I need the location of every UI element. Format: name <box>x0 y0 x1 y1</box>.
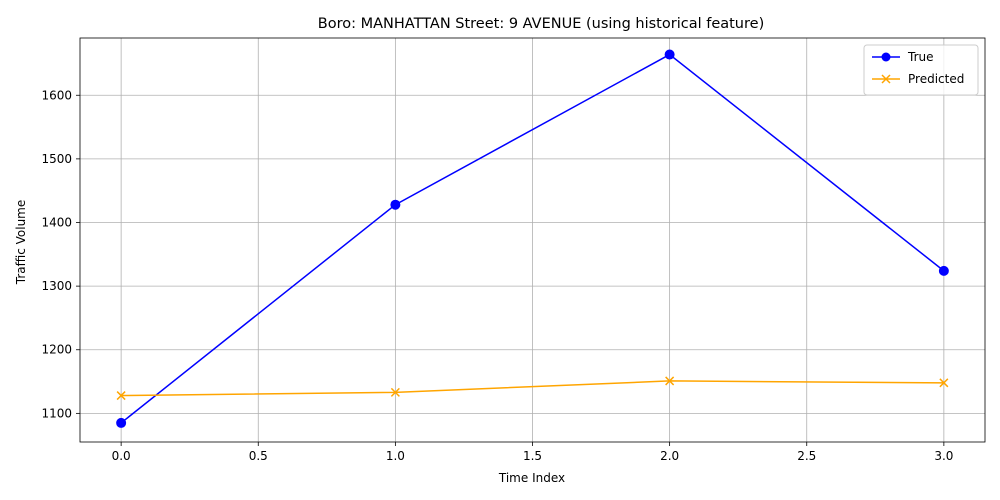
x-marker-stroke <box>939 378 949 388</box>
data-point-true <box>116 417 127 428</box>
x-tick-label: 3.0 <box>934 449 953 463</box>
x-marker-stroke <box>116 391 126 401</box>
series-layer <box>116 49 949 428</box>
legend-label-predicted: Predicted <box>908 72 964 86</box>
x-tick-label: 2.0 <box>660 449 679 463</box>
data-point-predicted <box>665 376 675 386</box>
grid-lines <box>80 38 985 442</box>
y-tick-label: 1400 <box>41 216 72 230</box>
x-tick-label: 0.5 <box>249 449 268 463</box>
x-marker-stroke <box>390 387 400 397</box>
y-tick-label: 1300 <box>41 279 72 293</box>
data-point-true <box>938 265 949 276</box>
axes: 0.0 0.5 1.0 1.5 2.0 2.5 3.0 1100 1200 1300 1400 150… <box>41 37 986 463</box>
y-tick-label: 1200 <box>41 343 72 357</box>
legend-marker-true <box>881 52 891 62</box>
x-tick-label: 1.5 <box>523 449 542 463</box>
legend-marker-predicted <box>881 74 891 84</box>
y-axis-title: Traffic Volume <box>14 200 28 286</box>
data-point-predicted <box>116 391 126 401</box>
x-tick-label: 0.0 <box>112 449 131 463</box>
data-point-true <box>390 199 401 210</box>
x-tick-label: 2.5 <box>797 449 816 463</box>
x-axis-title: Time Index <box>498 471 565 485</box>
y-tick-label: 1600 <box>41 88 72 102</box>
x-marker-stroke <box>665 376 675 386</box>
data-point-true <box>664 49 675 60</box>
x-marker-stroke <box>881 74 891 84</box>
legend-label-true: True <box>907 50 934 64</box>
legend: True Predicted <box>863 44 979 96</box>
y-tick-label: 1100 <box>41 406 72 420</box>
x-tick-label: 1.0 <box>386 449 405 463</box>
data-point-predicted <box>390 387 400 397</box>
series-line-true <box>120 53 945 424</box>
chart-title: Boro: MANHATTAN Street: 9 AVENUE (using … <box>318 16 764 32</box>
y-tick-label: 1500 <box>41 152 72 166</box>
series-line-predicted <box>121 380 944 397</box>
data-point-predicted <box>939 378 949 388</box>
